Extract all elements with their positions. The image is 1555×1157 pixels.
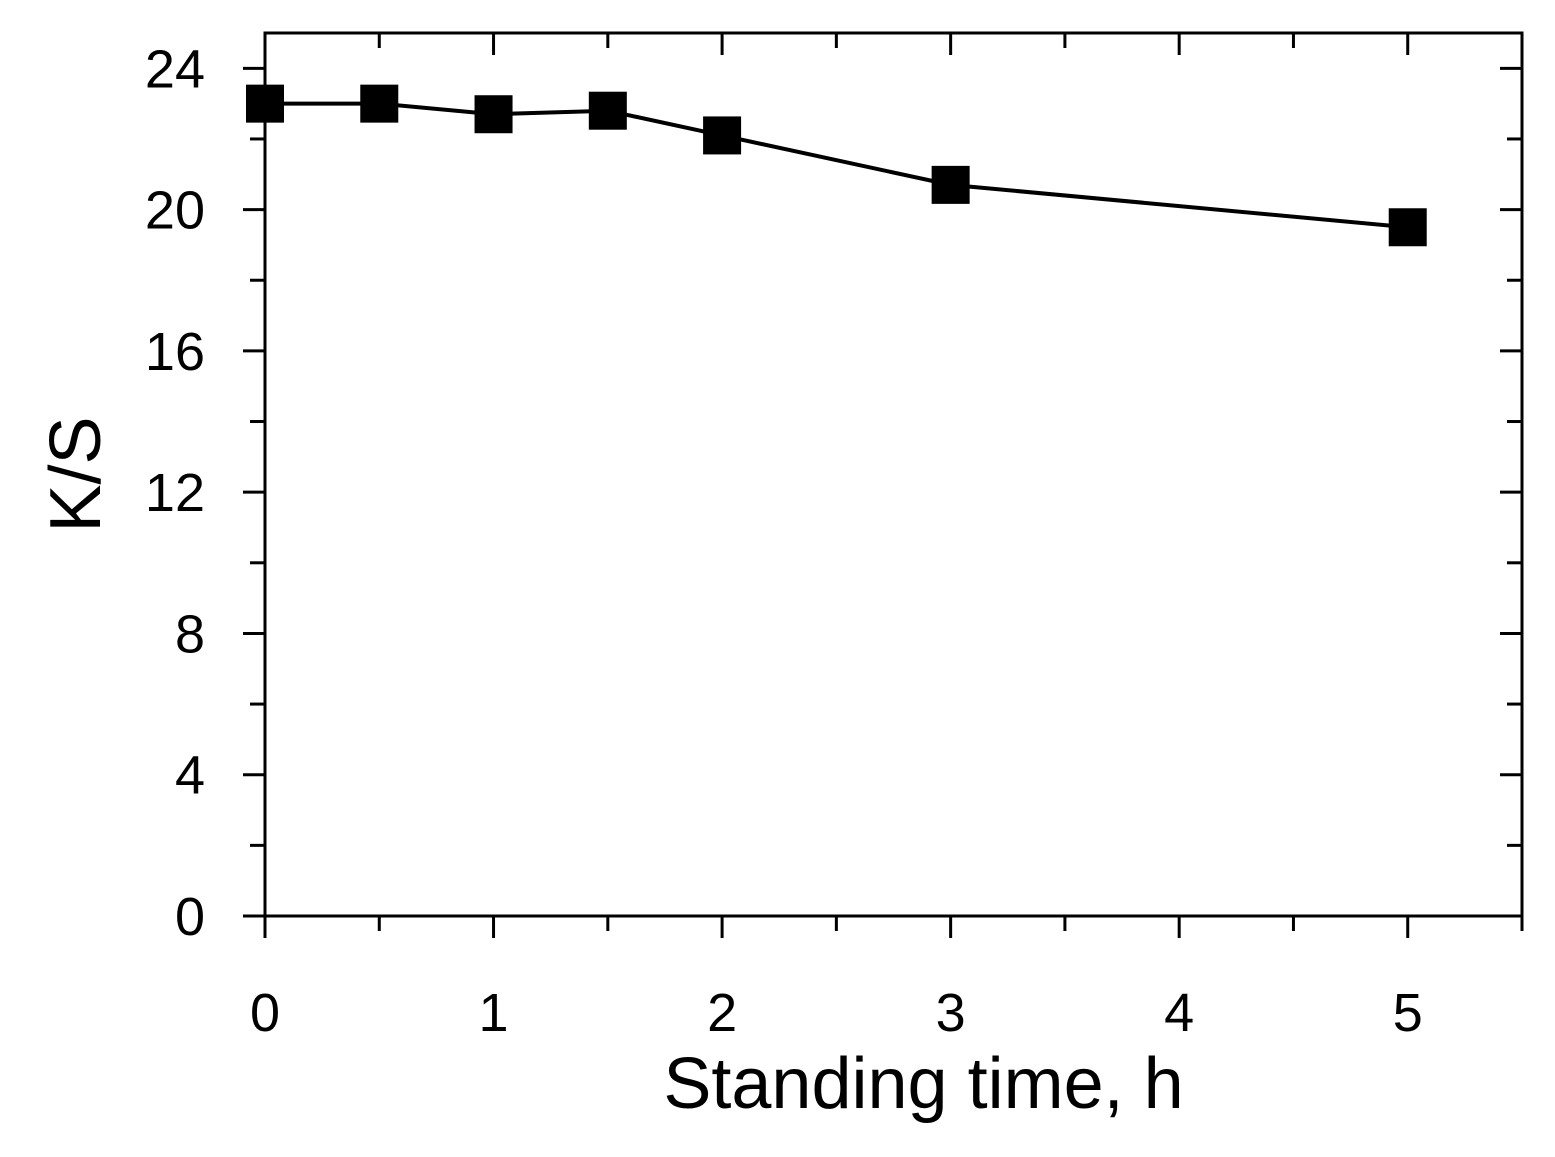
data-point-marker xyxy=(703,116,742,155)
x-tick-labels: 0 1 2 3 4 5 xyxy=(250,983,1423,1043)
data-point-marker xyxy=(1388,208,1427,247)
x-tick-label: 5 xyxy=(1393,983,1423,1043)
y-tick-label: 0 xyxy=(175,887,205,947)
x-tick-label: 4 xyxy=(1164,983,1194,1043)
data-point-marker xyxy=(588,91,627,130)
x-tick-label: 2 xyxy=(707,983,737,1043)
data-point-marker xyxy=(931,165,970,204)
y-tick-label: 24 xyxy=(145,39,205,99)
data-point-marker xyxy=(474,95,513,134)
y-tick-label: 12 xyxy=(145,463,205,523)
series-layer xyxy=(246,84,1427,247)
plot-frame xyxy=(263,31,1524,918)
x-tick-label: 3 xyxy=(936,983,966,1043)
y-tick-label: 8 xyxy=(175,604,205,664)
data-point-marker xyxy=(360,84,399,123)
y-tick-label: 4 xyxy=(175,746,205,806)
x-axis-title: Standing time, h xyxy=(663,1044,1183,1124)
y-tick-labels: 0 4 8 12 16 20 24 xyxy=(145,39,205,947)
series-line xyxy=(265,101,1408,230)
minor-ticks xyxy=(250,33,1524,931)
x-tick-label: 0 xyxy=(250,983,280,1043)
x-tick-label: 1 xyxy=(479,983,509,1043)
y-tick-label: 20 xyxy=(145,181,205,241)
y-axis-title: K/S xyxy=(36,416,116,532)
y-tick-label: 16 xyxy=(145,322,205,382)
